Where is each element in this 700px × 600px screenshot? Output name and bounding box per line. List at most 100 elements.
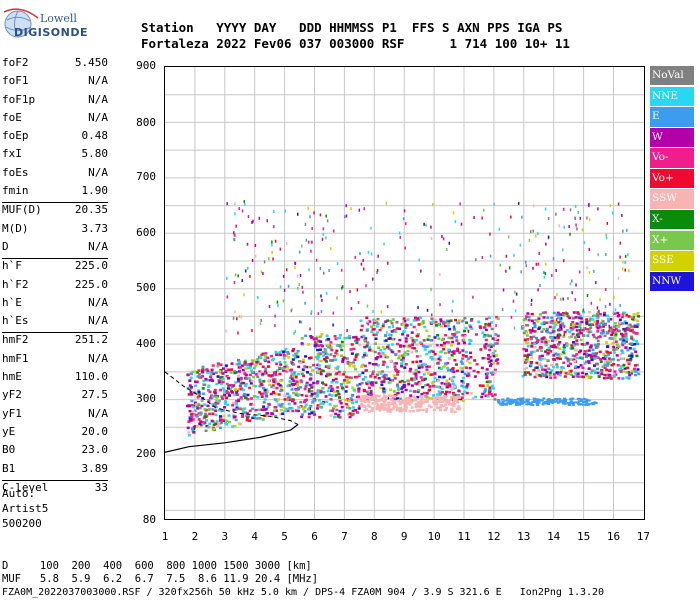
- echo-mark: [552, 321, 556, 325]
- echo-mark: [198, 406, 202, 410]
- echo-mark: [290, 371, 294, 375]
- echo-mark: [459, 366, 463, 370]
- echo-mark: [208, 390, 212, 394]
- echo-mark: [554, 323, 558, 327]
- echo-mark: [274, 392, 278, 396]
- echo-mark: [555, 363, 559, 366]
- echo-mark: [483, 356, 487, 360]
- echo-mark: [205, 368, 209, 371]
- echo-mark: [256, 375, 260, 379]
- echo-mark: [537, 369, 541, 372]
- echo-mark: [586, 266, 588, 270]
- echo-mark: [210, 378, 214, 382]
- echo-mark: [419, 360, 423, 363]
- echo-mark: [543, 368, 547, 372]
- echo-mark: [514, 290, 516, 294]
- echo-mark: [383, 242, 385, 246]
- echo-mark: [556, 292, 558, 296]
- echo-mark: [462, 338, 466, 342]
- echo-mark: [567, 369, 571, 373]
- echo-mark: [480, 395, 484, 399]
- echo-mark: [587, 399, 591, 402]
- echo-mark: [404, 388, 408, 392]
- echo-mark: [308, 394, 312, 398]
- echo-mark: [248, 409, 252, 413]
- echo-mark: [463, 390, 467, 393]
- echo-mark: [319, 391, 323, 394]
- echo-mark: [605, 351, 609, 354]
- echo-mark: [610, 337, 614, 340]
- echo-mark: [562, 312, 566, 315]
- echo-mark: [519, 401, 523, 404]
- echo-mark: [618, 324, 620, 328]
- echo-mark: [235, 406, 239, 409]
- echo-mark: [529, 351, 533, 354]
- echo-mark: [416, 333, 420, 336]
- x-axis-labels: 1 2 3 4 5 6 7 8 9 10 11 12 13 14 15 16 17: [0, 530, 700, 546]
- legend-item: SSW: [650, 189, 694, 209]
- echo-mark: [411, 346, 415, 350]
- echo-mark: [390, 322, 394, 325]
- echo-mark: [190, 399, 194, 403]
- echo-mark: [218, 370, 222, 373]
- echo-mark: [388, 337, 392, 340]
- echo-mark: [581, 310, 585, 314]
- echo-mark: [366, 341, 370, 344]
- echo-mark: [243, 407, 247, 410]
- echo-mark: [292, 371, 296, 374]
- echo-mark: [428, 388, 432, 392]
- echo-mark: [346, 404, 350, 408]
- echo-mark: [201, 374, 205, 378]
- echo-mark: [210, 370, 214, 374]
- echo-mark: [321, 298, 323, 302]
- echo-mark: [488, 348, 492, 352]
- echo-mark: [207, 408, 211, 412]
- echo-mark: [248, 366, 252, 370]
- echo-mark: [619, 369, 623, 373]
- echo-mark: [431, 350, 435, 353]
- echo-mark: [553, 345, 557, 349]
- echo-mark: [606, 360, 610, 364]
- echo-mark: [573, 360, 577, 363]
- echo-mark: [227, 384, 231, 387]
- echo-mark: [537, 262, 540, 266]
- echo-mark: [589, 371, 593, 375]
- echo-mark: [551, 399, 555, 402]
- echo-mark: [484, 328, 488, 332]
- echo-mark: [453, 410, 457, 414]
- echo-mark: [291, 349, 295, 353]
- echo-mark: [627, 362, 631, 366]
- echo-mark: [485, 376, 489, 380]
- echo-mark: [252, 375, 256, 379]
- echo-mark: [563, 325, 565, 329]
- parameter-row: foF1 N/A: [2, 74, 108, 92]
- echo-mark: [618, 338, 622, 341]
- echo-mark: [588, 319, 592, 323]
- echo-mark: [395, 393, 399, 396]
- echo-mark: [307, 206, 309, 210]
- echo-mark: [219, 421, 223, 425]
- echo-mark: [442, 347, 446, 351]
- echo-mark: [348, 415, 352, 419]
- echo-mark: [341, 286, 343, 290]
- echo-mark: [314, 355, 318, 359]
- echo-mark: [444, 363, 448, 367]
- echo-mark: [451, 309, 453, 313]
- echo-mark: [363, 345, 367, 349]
- echo-mark: [532, 229, 535, 233]
- echo-mark: [552, 344, 556, 347]
- echo-mark: [272, 386, 276, 390]
- echo-mark: [373, 375, 377, 379]
- echo-mark: [440, 387, 444, 391]
- echo-mark: [539, 374, 543, 378]
- echo-mark: [239, 388, 243, 391]
- echo-mark: [422, 339, 426, 342]
- echo-mark: [392, 330, 396, 334]
- echo-mark: [291, 358, 295, 361]
- echo-mark: [375, 325, 379, 328]
- echo-mark: [451, 367, 455, 370]
- echo-mark: [375, 331, 379, 334]
- echo-mark: [243, 200, 246, 204]
- echo-mark: [442, 375, 446, 379]
- echo-mark: [270, 414, 274, 418]
